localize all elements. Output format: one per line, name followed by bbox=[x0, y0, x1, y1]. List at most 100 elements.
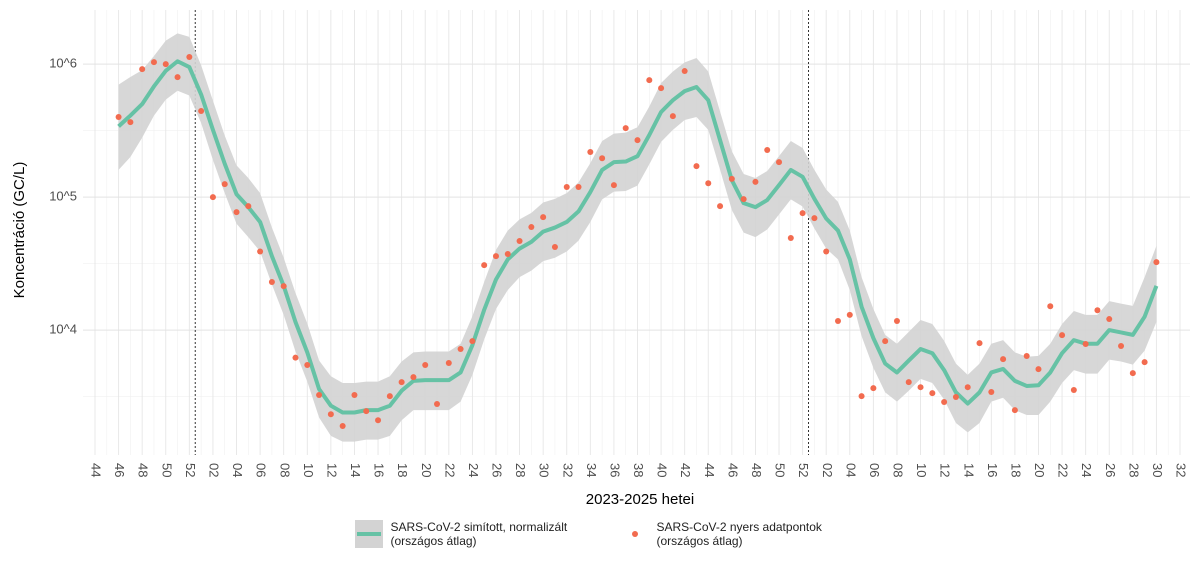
x-tick-label: 40 bbox=[655, 463, 670, 477]
data-point bbox=[976, 340, 983, 347]
data-point bbox=[740, 196, 747, 203]
legend-label: SARS-CoV-2 nyers adatpontok (országos át… bbox=[656, 520, 822, 548]
x-tick-label: 16 bbox=[372, 463, 387, 477]
data-point bbox=[1129, 370, 1136, 377]
legend-label: SARS-CoV-2 simított, normalizált (ország… bbox=[390, 520, 568, 548]
data-point bbox=[610, 182, 617, 189]
data-point bbox=[257, 248, 264, 255]
data-point bbox=[540, 214, 547, 221]
x-tick-label: 06 bbox=[867, 463, 882, 477]
data-point bbox=[127, 119, 134, 126]
x-tick-label: 50 bbox=[159, 463, 174, 477]
data-point bbox=[528, 224, 535, 231]
x-tick-label: 18 bbox=[1008, 463, 1023, 477]
data-point bbox=[445, 360, 452, 367]
data-point bbox=[363, 408, 370, 415]
legend-key bbox=[354, 520, 383, 548]
x-tick-label: 32 bbox=[560, 463, 575, 477]
x-tick-label: 46 bbox=[725, 463, 740, 477]
data-point bbox=[799, 210, 806, 217]
x-tick-label: 46 bbox=[112, 463, 127, 477]
legend-key bbox=[631, 531, 638, 537]
data-point bbox=[858, 393, 865, 400]
data-point bbox=[599, 155, 606, 162]
x-tick-label: 20 bbox=[1032, 463, 1047, 477]
data-point bbox=[221, 181, 228, 188]
x-tick-label: 44 bbox=[89, 463, 104, 477]
data-point bbox=[834, 318, 841, 325]
legend-item: SARS-CoV-2 nyers adatpontok (országos át… bbox=[621, 520, 847, 548]
x-tick-label: 10 bbox=[301, 463, 316, 477]
data-point bbox=[245, 203, 252, 210]
x-tick-label: 26 bbox=[1103, 463, 1118, 477]
x-tick-label: 08 bbox=[277, 463, 292, 477]
data-point bbox=[764, 146, 771, 153]
data-point bbox=[209, 194, 216, 201]
data-point bbox=[174, 74, 181, 81]
data-point bbox=[162, 61, 169, 68]
data-point bbox=[646, 77, 653, 84]
data-point bbox=[398, 379, 405, 386]
data-point bbox=[469, 338, 476, 345]
x-tick-label: 18 bbox=[395, 463, 410, 477]
data-point bbox=[186, 54, 193, 61]
data-point bbox=[410, 374, 417, 381]
data-point bbox=[1141, 359, 1148, 366]
data-point bbox=[563, 184, 570, 191]
data-point bbox=[386, 393, 393, 400]
data-point bbox=[952, 393, 959, 400]
x-tick-label: 30 bbox=[1150, 463, 1165, 477]
data-point bbox=[634, 137, 641, 144]
data-point bbox=[1059, 332, 1066, 339]
data-point bbox=[280, 283, 287, 290]
data-point bbox=[551, 244, 558, 251]
data-point bbox=[1082, 341, 1089, 348]
x-tick-label: 48 bbox=[749, 463, 764, 477]
x-axis-title: 2023-2025 hetei bbox=[586, 491, 694, 508]
data-point bbox=[1106, 316, 1113, 323]
x-tick-label: 36 bbox=[607, 463, 622, 477]
data-point bbox=[316, 391, 323, 398]
data-point bbox=[457, 346, 464, 353]
x-tick-label: 28 bbox=[1126, 463, 1141, 477]
x-tick-label: 38 bbox=[631, 463, 646, 477]
data-point bbox=[1035, 366, 1042, 373]
x-tick-label: 20 bbox=[419, 463, 434, 477]
x-tick-label: 12 bbox=[938, 463, 953, 477]
data-point bbox=[941, 398, 948, 405]
data-point bbox=[1070, 387, 1077, 394]
data-point bbox=[811, 215, 818, 222]
x-tick-label: 16 bbox=[985, 463, 1000, 477]
x-tick-label: 06 bbox=[254, 463, 269, 477]
data-point bbox=[905, 379, 912, 386]
data-point bbox=[327, 411, 334, 418]
data-point bbox=[233, 209, 240, 216]
data-point bbox=[917, 384, 924, 391]
data-point bbox=[929, 390, 936, 397]
data-point bbox=[492, 253, 499, 260]
x-tick-label: 04 bbox=[843, 463, 858, 477]
x-tick-label: 04 bbox=[230, 463, 245, 477]
x-tick-label: 48 bbox=[136, 463, 151, 477]
x-tick-label: 22 bbox=[1056, 463, 1071, 477]
y-tick-label: 10^6 bbox=[49, 56, 77, 71]
data-point bbox=[1153, 259, 1160, 266]
x-tick-label: 52 bbox=[796, 463, 811, 477]
legend-item: SARS-CoV-2 simított, normalizált (ország… bbox=[354, 520, 581, 548]
data-point bbox=[504, 251, 511, 258]
data-point bbox=[693, 163, 700, 170]
data-point bbox=[339, 422, 346, 429]
x-tick-label: 28 bbox=[513, 463, 528, 477]
x-tick-label: 52 bbox=[183, 463, 198, 477]
data-point bbox=[1047, 303, 1054, 310]
legend: SARS-CoV-2 simított, normalizált (ország… bbox=[0, 520, 1201, 548]
x-tick-label: 42 bbox=[678, 463, 693, 477]
x-tick-label: 34 bbox=[584, 463, 599, 477]
data-point bbox=[575, 184, 582, 191]
data-point bbox=[1011, 407, 1018, 414]
data-point bbox=[422, 362, 429, 369]
x-tick-label: 22 bbox=[442, 463, 457, 477]
data-point bbox=[893, 318, 900, 325]
data-point bbox=[1000, 356, 1007, 363]
